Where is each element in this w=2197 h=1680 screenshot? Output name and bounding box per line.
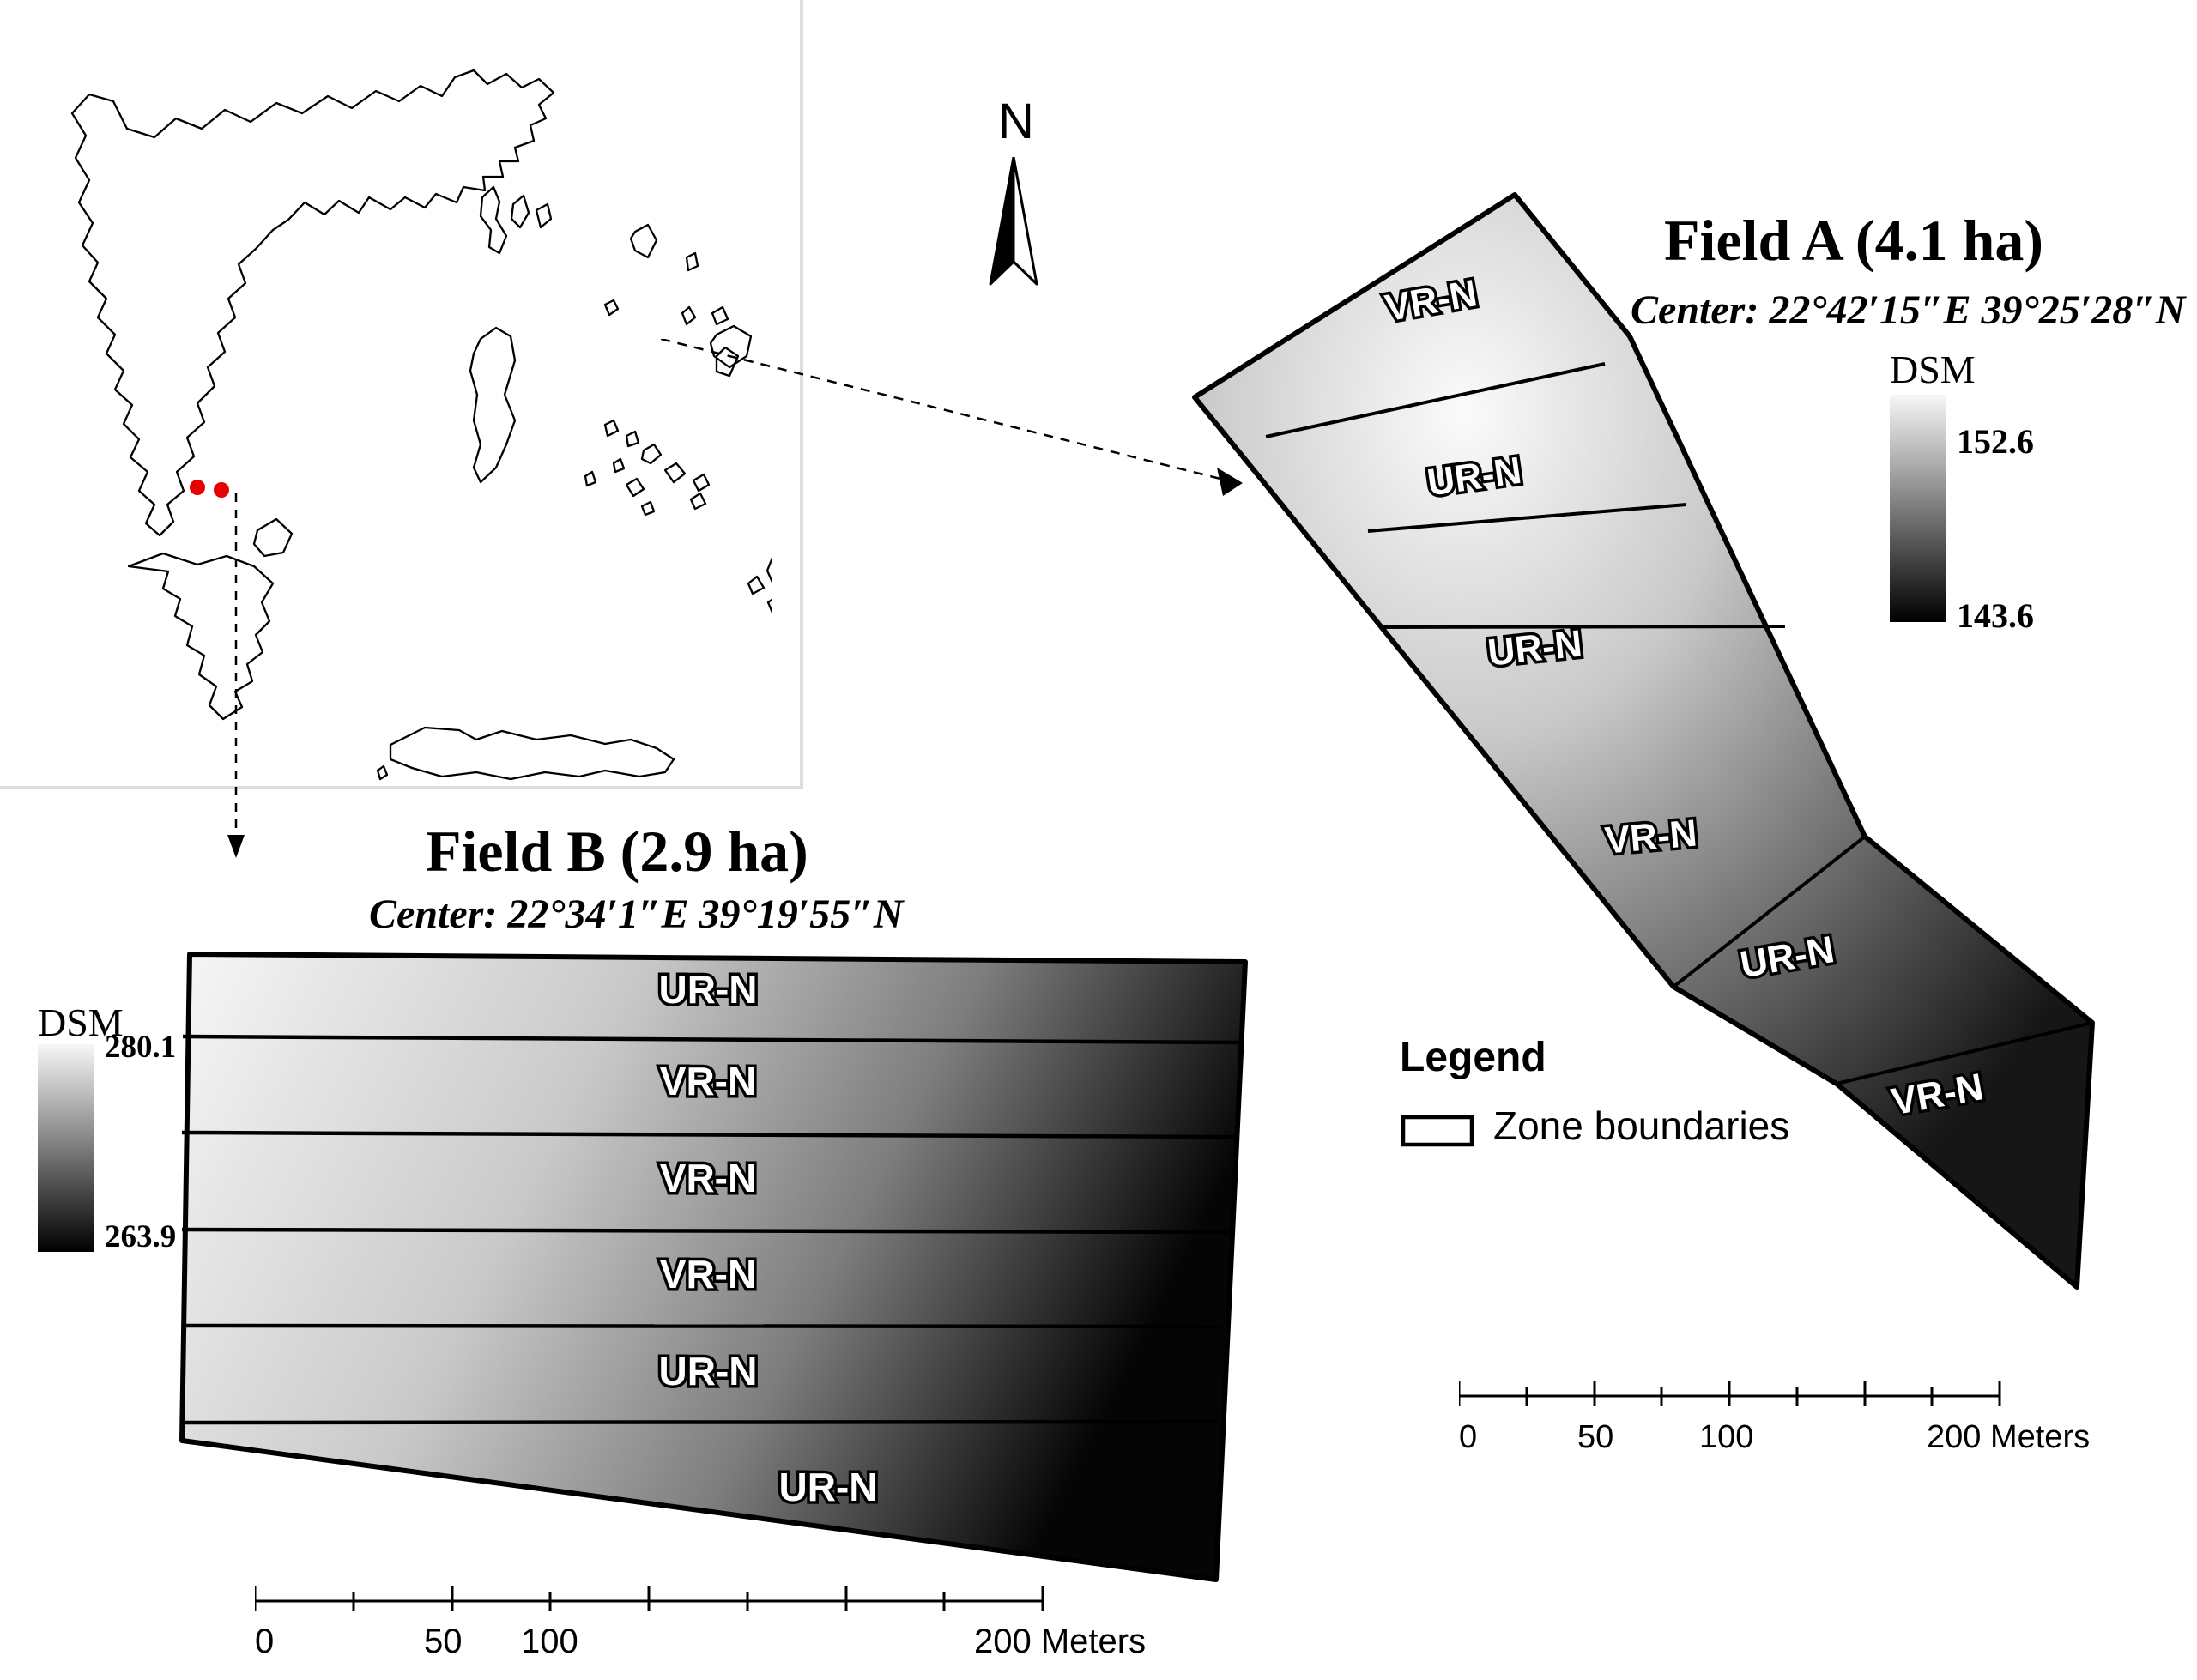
- svg-text:200 Meters: 200 Meters: [974, 1623, 1146, 1660]
- svg-text:VR-N: VR-N: [1603, 812, 1698, 861]
- svg-text:200 Meters: 200 Meters: [1927, 1419, 2090, 1455]
- svg-text:0: 0: [1459, 1419, 1477, 1455]
- svg-text:50: 50: [1577, 1419, 1613, 1455]
- svg-text:100: 100: [1699, 1419, 1753, 1455]
- svg-text:UR-N: UR-N: [779, 1465, 878, 1509]
- svg-text:VR-N: VR-N: [660, 1059, 756, 1103]
- svg-text:VR-N: VR-N: [660, 1252, 756, 1296]
- svg-text:UR-N: UR-N: [659, 967, 758, 1012]
- svg-text:UR-N: UR-N: [659, 1349, 758, 1393]
- svg-text:VR-N: VR-N: [660, 1156, 756, 1200]
- svg-text:50: 50: [424, 1623, 463, 1660]
- svg-text:0: 0: [255, 1623, 274, 1660]
- svg-text:100: 100: [521, 1623, 578, 1660]
